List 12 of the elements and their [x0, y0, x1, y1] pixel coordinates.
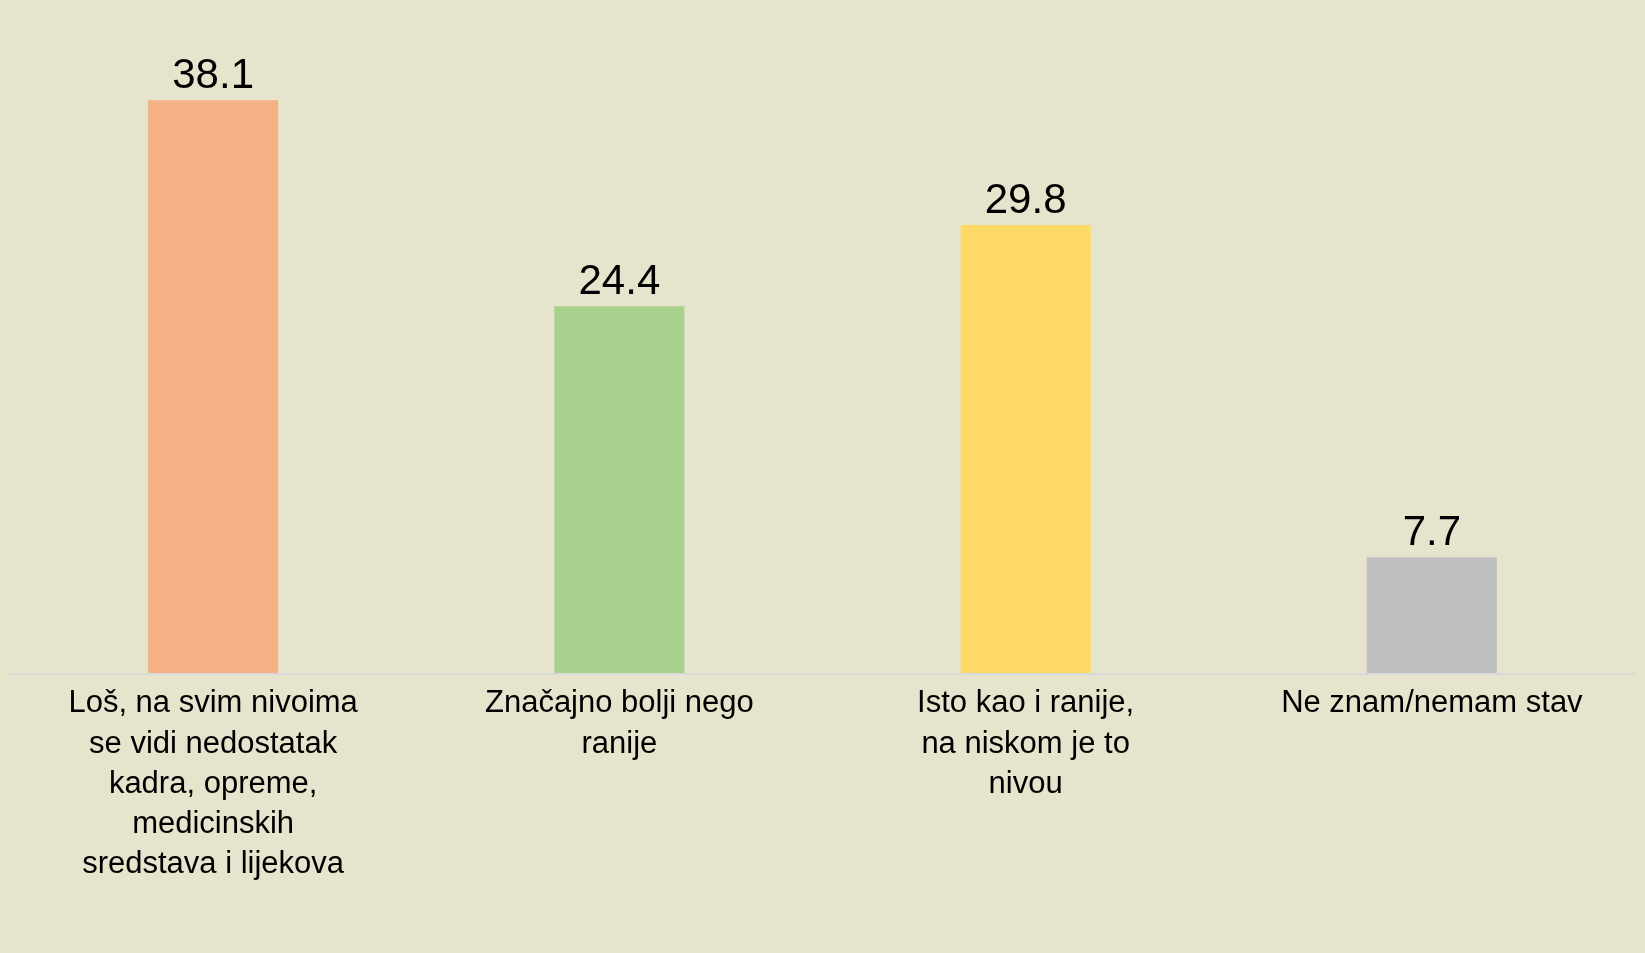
- bar: [554, 306, 685, 673]
- x-tick-label: Značajno bolji nego ranije: [484, 684, 754, 760]
- x-tick-label: Loš, na svim nivoima se vidi nedostatak kadra, opreme, medicinskih sredstava i lijekova: [68, 684, 359, 881]
- data-label: 24.4: [578, 256, 661, 304]
- data-label: 7.7: [1402, 507, 1462, 555]
- x-tick-label: Isto kao i ranije, na niskom je to nivou: [917, 684, 1135, 800]
- bar: [1366, 557, 1497, 673]
- data-label: 38.1: [172, 50, 255, 98]
- x-tick-label: Ne znam/nemam stav: [1281, 684, 1584, 720]
- bar: [148, 100, 279, 673]
- data-label: 29.8: [984, 174, 1067, 222]
- bar: [960, 224, 1091, 673]
